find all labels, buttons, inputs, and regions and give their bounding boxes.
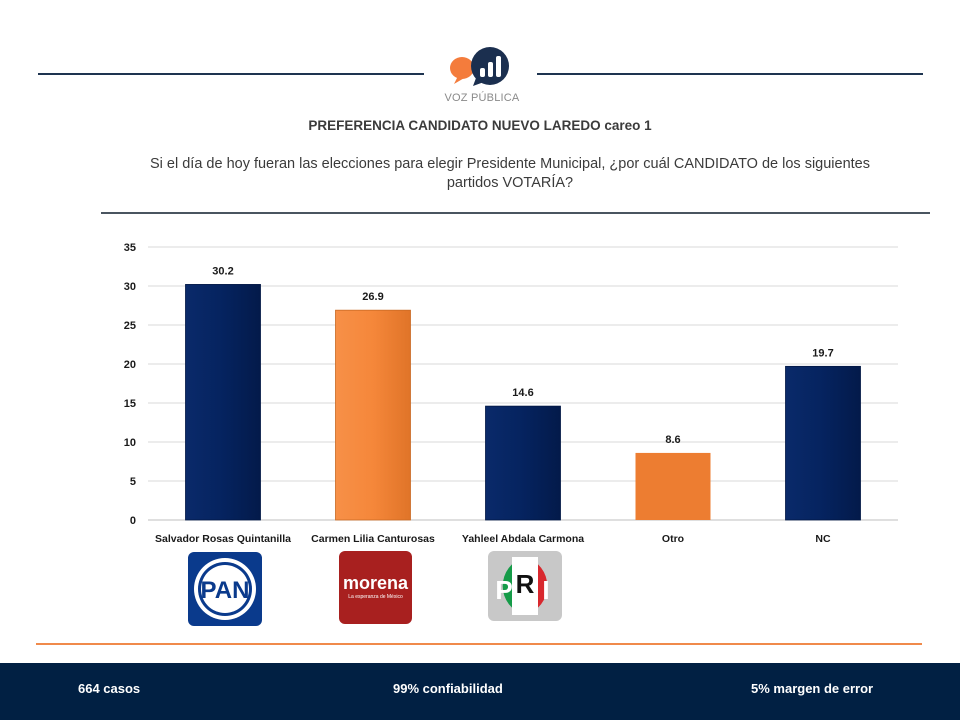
page-title: PREFERENCIA CANDIDATO NUEVO LAREDO careo… (308, 118, 652, 133)
bar-chart: 0 5 10 15 20 25 30 35 30.2 Salvador Rosas Quinta… (124, 242, 898, 545)
pri-letter-p: P (495, 575, 512, 605)
pri-logo-icon: P R I (488, 551, 562, 621)
footer-bar: 664 casos 99% confiabilidad 5% margen de… (0, 663, 960, 720)
sample-size: 664 casos (78, 681, 141, 696)
pri-letter-r: R (516, 569, 535, 599)
y-tick-label: 25 (124, 320, 136, 332)
data-label: 8.6 (665, 434, 680, 446)
bar-1 (335, 309, 411, 521)
y-tick-label: 35 (124, 242, 136, 254)
x-tick-label: NC (815, 533, 831, 545)
morena-logo-text: morena (343, 573, 409, 593)
pan-logo-text: PAN (201, 577, 250, 604)
y-tick-label: 0 (130, 515, 136, 527)
x-tick-label: Salvador Rosas Quintanilla (155, 533, 291, 545)
data-label: 14.6 (512, 387, 533, 399)
pan-logo-icon: PAN (188, 552, 262, 626)
morena-tagline: La esperanza de México (348, 594, 403, 600)
data-label: 19.7 (812, 347, 833, 359)
x-tick-label: Carmen Lilia Canturosas (311, 533, 435, 545)
y-tick-label: 15 (124, 398, 136, 410)
morena-logo: morena La esperanza de México (339, 551, 412, 629)
survey-question: Si el día de hoy fueran las elecciones p… (149, 156, 870, 191)
voz-publica-logo-icon (450, 47, 509, 86)
bar-2 (485, 405, 561, 521)
brand-name: VOZ PÚBLICA (444, 92, 520, 104)
x-tick-label: Yahleel Abdala Carmona (462, 533, 584, 545)
x-tick-label: Otro (662, 533, 684, 545)
y-tick-label: 5 (130, 476, 136, 488)
y-tick-label: 20 (124, 359, 136, 371)
pri-letter-i: I (542, 575, 549, 605)
data-label: 26.9 (362, 291, 383, 303)
y-tick-label: 10 (124, 437, 136, 449)
separator (101, 212, 930, 214)
confidence-level: 99% confiabilidad (393, 681, 503, 696)
header-rule-right (537, 73, 923, 75)
pan-logo: PAN (188, 552, 262, 631)
data-label: 30.2 (212, 265, 233, 277)
footer-rule (36, 643, 922, 645)
bar-0 (185, 284, 261, 521)
morena-logo-icon: morena La esperanza de México (339, 551, 412, 624)
pri-logo: P R I (488, 551, 562, 626)
margin-of-error: 5% margen de error (751, 681, 874, 696)
bar-3 (635, 452, 711, 520)
header-rule-left (38, 73, 424, 75)
bar-4 (785, 365, 861, 521)
y-tick-label: 30 (124, 281, 136, 293)
